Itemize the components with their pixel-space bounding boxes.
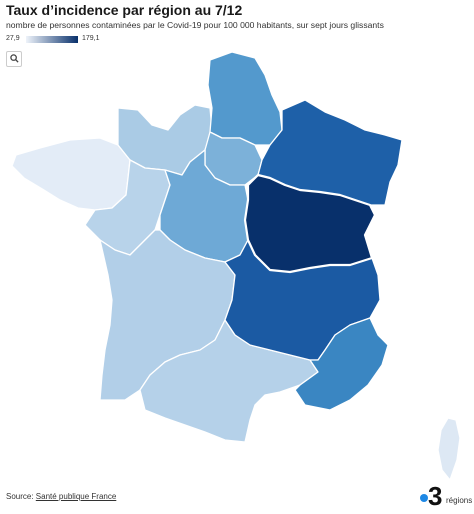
source-link[interactable]: Santé publique France — [35, 492, 117, 501]
region-provence-alpes-cote-d-azur[interactable] — [294, 317, 389, 411]
logo-word: régions — [446, 496, 473, 505]
region-corse[interactable] — [437, 417, 461, 481]
legend-max-label: 179,1 — [82, 35, 100, 42]
source-prefix: Source: — [6, 492, 36, 501]
region-bourgogne-franche-comte[interactable] — [243, 173, 377, 274]
legend-min-label: 27,9 — [6, 35, 20, 42]
zoom-button[interactable] — [6, 51, 22, 67]
legend-gradient-bar — [26, 36, 78, 43]
search-icon — [9, 54, 19, 63]
map-subtitle: nombre de personnes contaminées par le C… — [6, 20, 384, 30]
logo-dot — [420, 494, 428, 502]
source-note: Source: Santé publique France — [6, 492, 116, 501]
map-title: Taux d’incidence par région au 7/12 — [6, 2, 243, 18]
region-hauts-de-france[interactable] — [207, 51, 283, 146]
logo-number: 3 — [428, 481, 443, 511]
region-bretagne[interactable] — [11, 137, 131, 211]
